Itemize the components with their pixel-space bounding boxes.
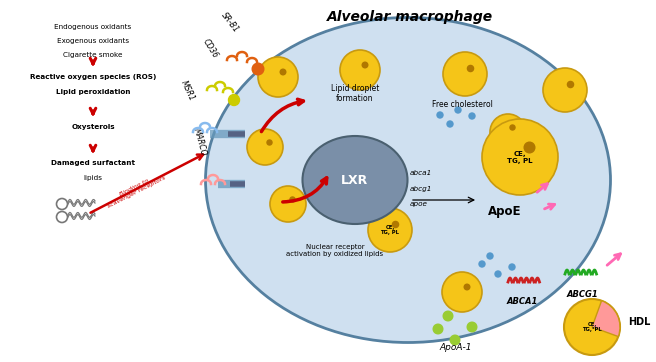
Text: apoe: apoe [410,201,428,207]
Text: CE,
TG, PL: CE, TG, PL [507,151,533,164]
Circle shape [267,140,272,145]
Circle shape [290,197,295,202]
Text: MSR1: MSR1 [179,79,197,102]
Text: Oxysterols: Oxysterols [72,124,115,130]
Text: Lipid droplet
formation: Lipid droplet formation [331,84,379,104]
Circle shape [567,81,573,88]
Text: LXR: LXR [341,173,369,186]
Text: CE,
TG, PL: CE, TG, PL [380,224,400,235]
Circle shape [543,68,587,112]
Text: MARCO: MARCO [192,127,208,157]
Circle shape [469,113,475,119]
Circle shape [510,125,515,130]
Circle shape [228,94,239,105]
Circle shape [437,112,443,118]
Circle shape [252,63,264,75]
Text: Reactive oxygen species (ROS): Reactive oxygen species (ROS) [30,74,156,80]
Text: Free cholesterol: Free cholesterol [432,100,493,109]
Text: Binding to
scavenger receptors: Binding to scavenger receptors [104,171,166,210]
Text: HDL: HDL [628,317,650,327]
Text: Damaged surfactant: Damaged surfactant [51,160,135,166]
Text: lipids: lipids [83,175,102,181]
Text: ApoA-1: ApoA-1 [440,343,472,352]
Text: Nuclear receptor
activation by oxidized lipids: Nuclear receptor activation by oxidized … [287,244,384,257]
Wedge shape [592,301,620,337]
Text: ABCA1: ABCA1 [506,297,538,306]
Text: abcg1: abcg1 [410,185,432,191]
Text: Cigarette smoke: Cigarette smoke [63,52,123,58]
Text: CE,
TG,°PL: CE, TG,°PL [582,321,602,332]
Circle shape [455,107,461,113]
Circle shape [362,62,368,68]
Circle shape [433,324,443,334]
Circle shape [468,66,474,72]
Circle shape [524,142,535,153]
Circle shape [564,299,620,355]
Text: Endogenous oxidants: Endogenous oxidants [54,24,132,30]
Circle shape [487,253,493,259]
Text: Exogenous oxidants: Exogenous oxidants [57,38,129,44]
Text: Alveolar macrophage: Alveolar macrophage [327,10,493,24]
Circle shape [509,264,515,270]
Circle shape [479,261,485,267]
Circle shape [340,50,380,90]
Text: SR-B1: SR-B1 [219,10,241,34]
Ellipse shape [302,136,407,224]
Circle shape [442,272,482,312]
Text: CD36: CD36 [201,37,219,60]
Circle shape [392,222,399,228]
Text: ABCG1: ABCG1 [566,290,598,299]
Circle shape [443,311,453,321]
Text: abca1: abca1 [410,170,432,176]
Circle shape [447,121,453,127]
Circle shape [467,322,477,332]
Text: Lipid peroxidation: Lipid peroxidation [56,89,131,95]
Circle shape [270,186,306,222]
Circle shape [450,335,460,345]
Circle shape [490,114,526,150]
Ellipse shape [205,17,611,342]
Circle shape [280,69,286,75]
Circle shape [482,119,558,195]
Circle shape [247,129,283,165]
Circle shape [368,208,412,252]
Circle shape [258,57,298,97]
Circle shape [443,52,487,96]
Circle shape [464,284,470,290]
Text: ApoE: ApoE [488,206,522,219]
Circle shape [495,271,501,277]
